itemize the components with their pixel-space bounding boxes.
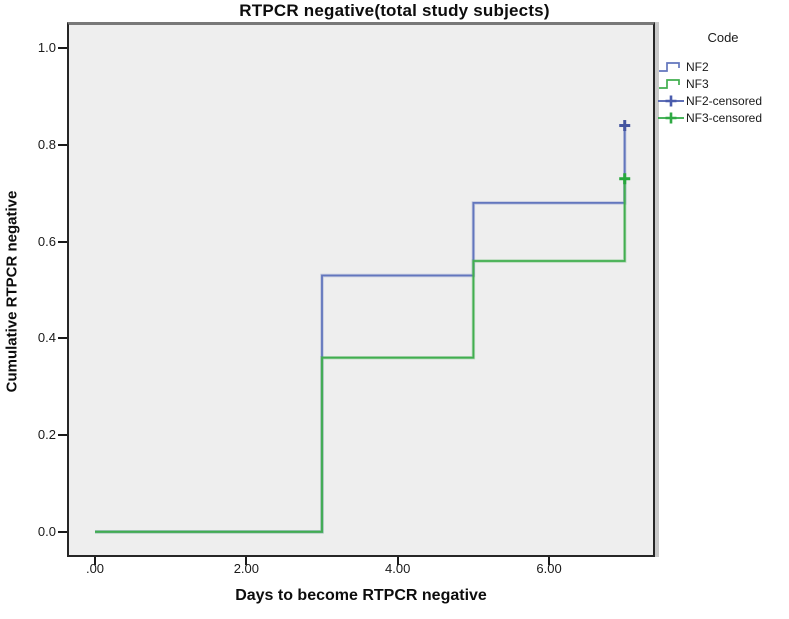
x-tick-label: 6.00 bbox=[536, 561, 562, 576]
legend-item: NF2-censored bbox=[658, 92, 788, 109]
x-tick-mark bbox=[94, 557, 96, 565]
y-tick-label: 0.6 bbox=[37, 233, 56, 249]
series-line-nf2 bbox=[95, 125, 627, 534]
y-tick-label: 0.4 bbox=[37, 330, 56, 346]
y-tick-mark bbox=[58, 143, 67, 146]
legend-item-label: NF2-censored bbox=[686, 93, 763, 108]
y-tick-label: 1.0 bbox=[37, 40, 56, 56]
series-line-nf3 bbox=[95, 178, 627, 534]
y-axis-label: Cumulative RTPCR negative bbox=[3, 190, 21, 393]
legend-item: NF2 bbox=[658, 58, 788, 75]
legend-item-label: NF2 bbox=[686, 59, 709, 74]
x-tick-label: 4.00 bbox=[385, 561, 411, 576]
chart-title: RTPCR negative(total study subjects) bbox=[239, 1, 550, 20]
x-axis-label: Days to become RTPCR negative bbox=[235, 587, 487, 604]
x-tick-label: .00 bbox=[85, 561, 105, 576]
x-tick-mark bbox=[245, 557, 248, 565]
series-line-nf2 bbox=[95, 125, 626, 533]
x-tick-mark bbox=[548, 557, 551, 565]
y-tick-label: 0.0 bbox=[37, 523, 56, 539]
legend-item-label: NF3 bbox=[686, 76, 709, 91]
legend: Code NF2 NF3 NF2-censored NF3-censored bbox=[658, 30, 788, 126]
legend-title: Code bbox=[707, 30, 739, 45]
y-tick-mark bbox=[58, 530, 67, 533]
x-tick-mark bbox=[396, 557, 399, 565]
y-tick-mark bbox=[58, 337, 67, 340]
nf3-step-line-icon bbox=[659, 78, 680, 89]
legend-item-label: NF3-censored bbox=[686, 110, 763, 125]
y-tick-mark bbox=[58, 240, 67, 243]
plot-area bbox=[67, 22, 655, 557]
x-tick-label: 2.00 bbox=[233, 561, 259, 576]
legend-item: NF3-censored bbox=[658, 109, 788, 126]
y-tick-mark bbox=[58, 47, 67, 50]
legend-item: NF3 bbox=[658, 75, 788, 92]
y-tick-label: 0.2 bbox=[37, 427, 56, 443]
y-tick-label: 0.8 bbox=[37, 136, 56, 152]
series-line-nf3 bbox=[95, 178, 626, 533]
nf2-step-line-icon bbox=[659, 61, 680, 72]
step-chart-canvas bbox=[95, 120, 631, 534]
nf3-censored-plus-icon bbox=[658, 112, 684, 123]
nf2-censored-plus-icon bbox=[658, 95, 684, 106]
y-tick-mark bbox=[58, 434, 67, 437]
